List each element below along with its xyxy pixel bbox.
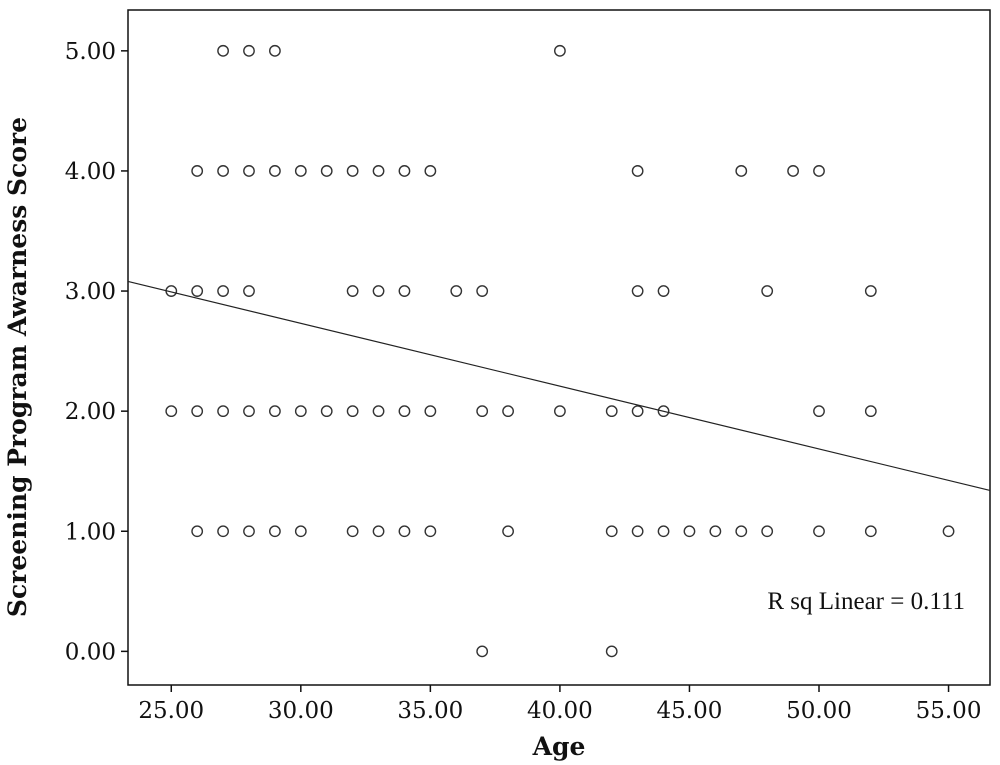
data-point <box>657 285 670 297</box>
data-point <box>269 525 281 538</box>
data-point <box>217 285 229 297</box>
y-tick-label: 0.00 <box>65 639 116 665</box>
x-tick-label: 30.00 <box>268 698 334 724</box>
data-point <box>191 165 204 177</box>
y-tick-label: 1.00 <box>65 519 116 545</box>
data-point <box>813 165 825 177</box>
data-point <box>191 405 204 418</box>
data-point <box>554 405 566 418</box>
y-tick-label: 4.00 <box>65 159 116 185</box>
data-point <box>631 525 644 538</box>
data-point <box>813 525 825 538</box>
r-squared-annotation: R sq Linear = 0.111 <box>767 588 965 615</box>
data-point <box>398 165 411 177</box>
x-tick-label: 35.00 <box>397 698 463 724</box>
y-axis-title: Screening Program Awarness Score <box>3 117 32 617</box>
plot-frame <box>127 9 991 686</box>
data-point <box>372 525 385 538</box>
data-point <box>605 525 618 538</box>
data-point <box>217 525 229 538</box>
data-point <box>476 405 489 418</box>
y-tick-label: 3.00 <box>65 279 116 305</box>
x-tick-label: 40.00 <box>527 698 593 724</box>
data-point <box>320 165 333 177</box>
data-point <box>502 525 514 538</box>
data-point <box>787 165 799 177</box>
data-point <box>269 44 281 57</box>
data-point <box>372 405 385 418</box>
data-point <box>243 165 255 177</box>
data-point <box>294 165 307 177</box>
data-point <box>243 525 255 538</box>
y-axis: 0.00 1.00 2.00 3.00 4.00 5.00 <box>65 39 128 665</box>
x-tick-label: 50.00 <box>786 698 852 724</box>
regression-line <box>127 280 991 492</box>
data-point <box>243 285 255 297</box>
x-tick-label: 25.00 <box>138 698 204 724</box>
data-point <box>346 285 359 297</box>
data-point <box>657 405 670 418</box>
data-point <box>346 165 359 177</box>
data-point <box>476 645 489 658</box>
x-tick-label: 55.00 <box>916 698 982 724</box>
data-point <box>605 645 618 658</box>
data-point <box>631 405 644 418</box>
data-point <box>269 165 281 177</box>
data-point <box>320 405 333 418</box>
data-point <box>554 44 566 57</box>
y-tick-label: 5.00 <box>65 39 116 65</box>
data-point <box>165 405 178 418</box>
data-point <box>631 285 644 297</box>
data-point <box>398 285 411 297</box>
data-point <box>735 525 748 538</box>
data-point <box>346 525 359 538</box>
data-point <box>864 405 877 418</box>
data-point <box>735 165 748 177</box>
data-point <box>942 525 955 538</box>
data-point <box>398 405 411 418</box>
data-point <box>864 525 877 538</box>
data-point <box>372 285 385 297</box>
data-point <box>813 405 825 418</box>
data-point <box>631 165 644 177</box>
data-point <box>191 285 204 297</box>
data-point <box>709 525 722 538</box>
data-point <box>217 405 229 418</box>
data-point <box>269 405 281 418</box>
data-point <box>424 405 437 418</box>
data-point <box>243 44 255 57</box>
data-point <box>605 405 618 418</box>
x-axis-title: Age <box>532 732 586 761</box>
data-point <box>294 405 307 418</box>
data-point <box>294 525 307 538</box>
data-point <box>424 525 437 538</box>
data-point <box>372 165 385 177</box>
data-point <box>657 525 670 538</box>
data-point <box>476 285 489 297</box>
data-point <box>243 405 255 418</box>
data-points <box>165 44 955 658</box>
data-point <box>398 525 411 538</box>
data-point <box>191 525 204 538</box>
data-point <box>864 285 877 297</box>
data-point <box>450 285 463 297</box>
data-point <box>761 525 774 538</box>
data-point <box>424 165 437 177</box>
data-point <box>346 405 359 418</box>
data-point <box>761 285 774 297</box>
y-tick-label: 2.00 <box>65 399 116 425</box>
data-point <box>217 44 229 57</box>
data-point <box>217 165 229 177</box>
data-point <box>683 525 696 538</box>
data-point <box>502 405 514 418</box>
x-tick-label: 45.00 <box>657 698 723 724</box>
x-axis: 25.00 30.00 35.00 40.00 45.00 50.00 55.00 <box>138 685 981 724</box>
